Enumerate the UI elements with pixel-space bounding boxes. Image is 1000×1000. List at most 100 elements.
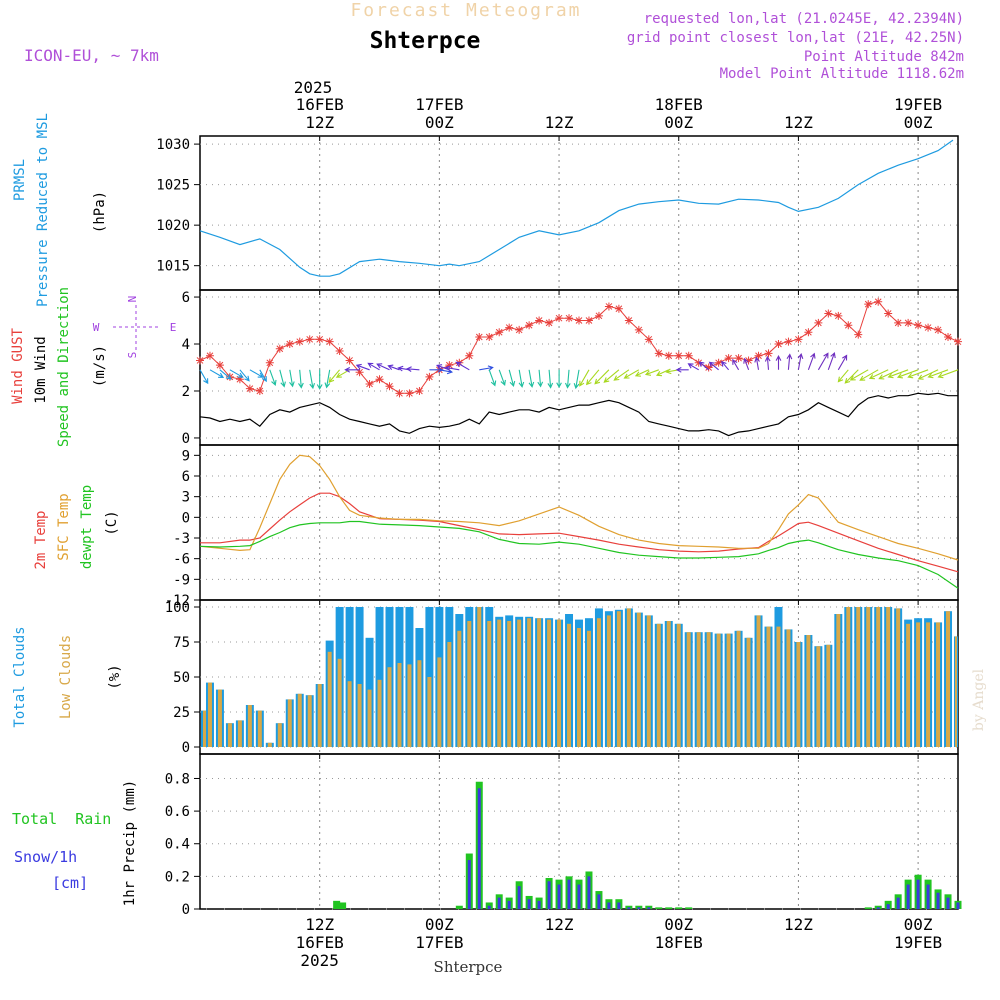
wind-arrow <box>564 369 571 389</box>
wind-arrow <box>708 361 719 371</box>
top-time-label: 17FEB <box>415 95 463 114</box>
wind-arrow <box>797 352 804 370</box>
gust-marker <box>535 316 544 325</box>
pressure-ytick-label: 1015 <box>156 259 190 275</box>
low-cloud-bar <box>437 657 442 747</box>
footer-location: Shterpce <box>434 958 503 976</box>
low-cloud-bar <box>766 626 771 747</box>
clouds-ytick-label: 50 <box>173 670 190 686</box>
gust-marker <box>245 384 254 393</box>
gust-marker <box>325 337 334 346</box>
wind-arrow <box>344 367 360 373</box>
low-cloud-bar <box>656 623 661 747</box>
wind-arrow <box>594 369 610 385</box>
low-cloud-bar <box>596 618 601 747</box>
gust-marker <box>954 337 962 346</box>
wind-arrow <box>754 356 760 370</box>
low-cloud-bar <box>826 644 831 747</box>
top-year: 2025 <box>294 78 333 97</box>
top-time-label: 00Z <box>425 113 454 132</box>
gust-marker <box>275 344 284 353</box>
low-cloud-bar <box>856 607 861 747</box>
wind-arrow <box>259 369 267 383</box>
wind-ytick-label: 0 <box>182 431 190 447</box>
temperature-ytick-label: 0 <box>182 510 190 526</box>
snow-bar <box>617 902 621 909</box>
low-cloud-bar <box>407 664 412 747</box>
low-cloud-bar <box>846 607 851 747</box>
wind-arrow <box>279 369 286 388</box>
low-cloud-bar <box>796 642 801 747</box>
bottom-time-label: 19FEB <box>894 933 942 952</box>
compass-e: E <box>170 321 177 334</box>
low-cloud-bar <box>686 632 691 747</box>
wind10-label: 10m Wind <box>33 336 49 403</box>
gust-marker <box>215 361 224 370</box>
temperature-ytick-label: -12 <box>165 593 190 609</box>
wind-arrow <box>896 369 919 379</box>
gust-marker <box>784 337 793 346</box>
rain-bar <box>665 907 673 909</box>
wind-arrow <box>634 369 650 377</box>
gust-marker <box>565 314 574 323</box>
gust-marker <box>545 318 554 327</box>
top-time-label: 12Z <box>784 113 813 132</box>
gust-marker <box>425 372 434 381</box>
gust-marker <box>844 321 853 330</box>
wind-arrow <box>623 369 640 379</box>
rain-label: Total Rain <box>12 810 111 828</box>
low-cloud-bar <box>207 682 212 747</box>
watermark: by Angel <box>971 668 987 731</box>
wind-arrow <box>807 352 816 370</box>
low-cloud-bar <box>477 607 482 747</box>
gust-marker <box>664 351 673 360</box>
snow-bar <box>946 897 950 909</box>
wind-arrow <box>298 369 304 389</box>
gust-marker <box>445 361 454 370</box>
temperature-panel: -12 -9 -6 -3 0 3 6 9 <box>165 444 959 609</box>
low-cloud-bar <box>906 623 911 747</box>
wind-arrow <box>229 369 244 378</box>
wind-arrow <box>837 369 849 383</box>
low-cloud-bar <box>866 607 871 747</box>
top-time-label: 16FEB <box>296 95 344 114</box>
low-cloud-bar <box>317 684 322 747</box>
t2m-line <box>200 492 959 573</box>
low-cloud-bar <box>876 607 881 747</box>
bottom-time-label: 12Z <box>305 915 334 934</box>
low-cloud-bar <box>936 622 941 747</box>
gust-marker <box>904 318 913 327</box>
wind-arrow <box>849 369 869 381</box>
wind-arrow <box>764 355 771 370</box>
prmsl-label: PRMSL <box>12 159 28 201</box>
temperature-ytick-label: -9 <box>173 572 190 588</box>
low-clouds-label: Low Clouds <box>58 635 74 719</box>
snow-bar <box>487 905 491 909</box>
clouds-ytick-label: 75 <box>173 635 190 651</box>
snow-bar <box>577 884 581 909</box>
top-time-label: 12Z <box>545 113 574 132</box>
low-cloud-bar <box>916 622 921 747</box>
snow-bar <box>527 899 531 909</box>
wind-arrow <box>603 369 620 383</box>
wind-arrow <box>387 364 400 371</box>
low-cloud-bar <box>267 742 272 747</box>
low-cloud-bar <box>547 619 552 747</box>
wind-arrow <box>859 369 879 381</box>
gust-marker <box>355 368 364 377</box>
cloud-labels: Total Clouds Low Clouds (%) <box>12 626 123 727</box>
precip-ytick-label: 0.2 <box>165 869 190 885</box>
pressure-ytick-label: 1020 <box>156 218 190 234</box>
wind-arrow <box>405 366 420 372</box>
low-cloud-bar <box>586 630 591 747</box>
wind-arrow <box>927 369 949 379</box>
clouds-ytick-label: 0 <box>182 740 190 756</box>
snow-bar <box>886 904 890 909</box>
bottom-time-label: 17FEB <box>415 933 463 952</box>
temp-unit: (C) <box>104 510 120 535</box>
bottom-time-label: 12Z <box>545 915 574 934</box>
precip-ytick-label: 0.6 <box>165 804 190 820</box>
low-cloud-bar <box>487 621 492 747</box>
gust-marker <box>475 332 484 341</box>
wind-arrow <box>585 369 600 386</box>
